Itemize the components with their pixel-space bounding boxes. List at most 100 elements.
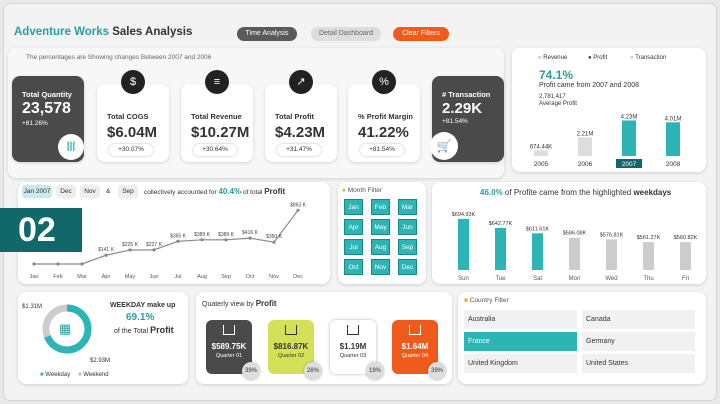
country-france[interactable]: France <box>464 332 577 351</box>
weekday-bar-tue <box>495 227 506 270</box>
month-tick-Oct: Oct <box>246 274 255 280</box>
donut-weekday-arc <box>42 304 92 354</box>
month-filter-sep[interactable]: Sep <box>398 239 417 255</box>
weekday-bar-label: $586.08K <box>563 231 587 237</box>
time-analysis-button[interactable]: Time Analysis <box>237 27 297 41</box>
quarter-02-card[interactable]: $816.87K Quarter 02 28% <box>268 320 322 380</box>
month-filter-jun[interactable]: Jun <box>398 219 417 235</box>
bar-chart-icon <box>223 325 235 335</box>
month-point-Jul <box>176 239 180 243</box>
country-united-states[interactable]: United States <box>582 354 695 373</box>
weekday-bar-mon <box>569 237 580 270</box>
month-tick-Feb: Feb <box>53 274 62 280</box>
month-filter-aug[interactable]: Aug <box>371 239 390 255</box>
weekday-bar-fri <box>680 242 691 270</box>
detail-dashboard-button[interactable]: Detail Dashboard <box>311 27 381 41</box>
month-point-label: $365 K <box>170 233 187 239</box>
barcode-icon: ||| <box>58 134 84 160</box>
year-bar-label: 4.01M <box>665 116 682 122</box>
country-australia[interactable]: Australia <box>464 310 577 329</box>
weekday-tick-tue: Tue <box>495 276 506 282</box>
month-filter-oct[interactable]: Oct <box>344 259 363 275</box>
chip-jan-2007[interactable]: Jan 2007 <box>22 185 52 198</box>
quarterly-title: Quaterly view by Profit <box>202 299 277 308</box>
month-tick-Jun: Jun <box>150 274 159 280</box>
year-bar-2007 <box>622 120 636 156</box>
radio-transaction[interactable]: ○ Transaction <box>630 55 667 61</box>
weekday-bar-thu <box>643 242 654 270</box>
money-bag-icon: $ <box>121 70 145 94</box>
weekday-tick-mon: Mon <box>569 276 581 282</box>
kpi-total-profit[interactable]: ↗ Total Profit $4.23M +31.47% <box>265 70 337 162</box>
month-filter-nov[interactable]: Nov <box>371 259 390 275</box>
chip-nov[interactable]: Nov <box>80 185 100 198</box>
coins-growth-icon: ↗ <box>289 70 313 94</box>
month-point-Jan <box>32 262 36 266</box>
year-bar-label: 2.21M <box>577 131 594 137</box>
month-filter-may[interactable]: May <box>371 219 390 235</box>
weekday-bar-sun <box>458 218 469 270</box>
month-point-Apr <box>104 253 108 257</box>
country-germany[interactable]: Germany <box>582 332 695 351</box>
month-point-label: $389 K <box>218 232 235 238</box>
dashboard-title: Adventure Works Sales Analysis <box>14 26 193 38</box>
country-canada[interactable]: Canada <box>582 310 695 329</box>
weekday-summary: 46.0% of Profite came from the highlight… <box>480 188 672 197</box>
radio-revenue[interactable]: ○ Revenue <box>538 55 568 61</box>
weekday-bar-label: $694.93K <box>452 212 476 218</box>
weekday-tick-thu: Thu <box>643 276 653 282</box>
year-tick-2006: 2006 <box>578 161 593 168</box>
month-point-label: $227 K <box>146 242 163 248</box>
clear-filters-button[interactable]: Clear Filters <box>393 27 449 41</box>
bar-chart-icon <box>285 325 297 335</box>
month-filter-panel: ● Month Filter Jan Feb Mar Apr May Jun Jul Aug S… <box>338 182 426 284</box>
quarter-03-card[interactable]: $1.19M Quarter 03 19% <box>330 320 384 380</box>
weekday-bar-wed <box>606 239 617 270</box>
bar-chart-icon <box>347 325 359 335</box>
weekday-bar-label: $560.82K <box>674 235 698 241</box>
chip-sep[interactable]: Sep <box>118 185 138 198</box>
dashboard-frame: Adventure Works Sales Analysis Time Anal… <box>0 4 716 400</box>
year-bar-2005 <box>534 150 548 156</box>
month-point-Feb <box>56 262 60 266</box>
year-bar-2006 <box>578 137 592 156</box>
weekday-bar-chart: $694.93K Sun $642.77K Tue $611.61K Sat $586.08… <box>452 212 698 282</box>
trend-chart-icon <box>409 325 421 335</box>
calendar-icon: ▦ <box>59 321 72 336</box>
slide-number-overlay: 02 <box>0 208 82 252</box>
kpi-total-revenue[interactable]: ≡ Total Revenue $10.27M +30.64% <box>181 70 253 162</box>
yearly-trend-panel: ○ Revenue ● Profit ○ Transaction 74.1% P… <box>512 48 706 172</box>
year-bar-label: 674.44K <box>530 144 552 150</box>
month-filter-jan[interactable]: Jan <box>344 199 363 215</box>
kpi-total-cogs[interactable]: $ Total COGS $6.04M +30.07% <box>97 70 169 162</box>
kpi-transactions[interactable]: # Transaction 2.29K +81.54% 🛒 <box>430 76 504 162</box>
country-united-kingdom[interactable]: United Kingdom <box>464 354 577 373</box>
month-filter-dec[interactable]: Dec <box>398 259 417 275</box>
month-filter-jul[interactable]: Jul <box>344 239 363 255</box>
hand-money-icon: % <box>372 70 396 94</box>
month-filter-apr[interactable]: Apr <box>344 219 363 235</box>
month-filter-mar[interactable]: Mar <box>398 199 417 215</box>
country-filter-title: ■ Country Filter <box>464 297 509 304</box>
quarter-04-card[interactable]: $1.64M Quarter 04 39% <box>392 320 446 380</box>
kpi-profit-margin[interactable]: % % Profit Margin 41.22% +81.54% <box>348 70 420 162</box>
year-bar-2008 <box>666 122 680 156</box>
kpi-panel: The percentages are Showing changes Betw… <box>8 48 504 178</box>
weekday-share-panel: $1.31M $2.93M ▦ WEEKDAY make up 69.1% of… <box>18 292 188 384</box>
chip-dec[interactable]: Dec <box>56 185 76 198</box>
monthly-summary: collectively accounted for 40.4% of tota… <box>144 187 286 196</box>
cart-icon: 🛒 <box>430 132 458 160</box>
legend-weekend: ■ Weekend <box>78 372 109 378</box>
month-tick-Dec: Dec <box>293 274 303 280</box>
kpi-total-quantity[interactable]: Total Quantity 23,578 +81.26% ||| <box>12 76 84 162</box>
weekday-profit-panel: 46.0% of Profite came from the highlight… <box>432 182 706 284</box>
month-filter-feb[interactable]: Feb <box>371 199 390 215</box>
month-point-label: $416 K <box>242 230 259 236</box>
weekday-bar-label: $576.81K <box>600 232 624 238</box>
quarter-01-card[interactable]: $589.75K Quarter 01 39% <box>206 320 260 380</box>
month-point-Dec <box>296 208 300 212</box>
quarterly-panel: Quaterly view by Profit $589.75K Quarter … <box>196 292 452 384</box>
cash-stack-icon: ≡ <box>205 70 229 94</box>
radio-profit[interactable]: ● Profit <box>588 55 608 61</box>
month-point-Nov <box>272 240 276 244</box>
